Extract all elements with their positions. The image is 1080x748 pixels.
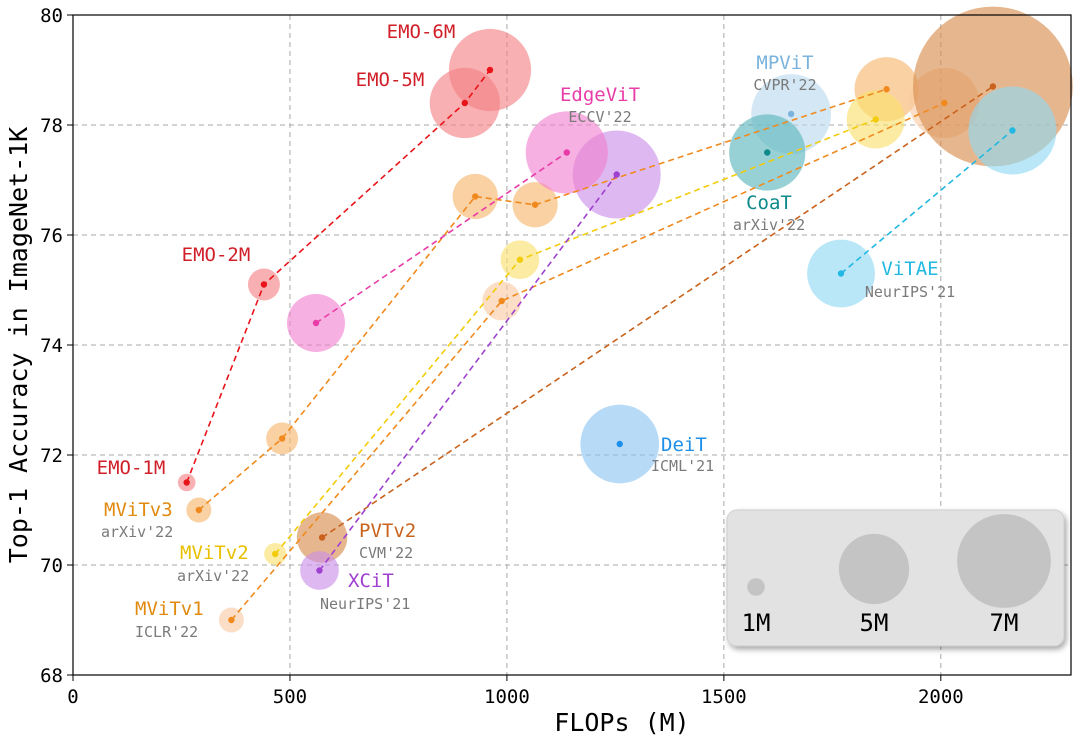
vitae-point [837, 270, 845, 277]
mpvit-name-label: MPViT [756, 52, 813, 74]
xcit-venue-label: NeurIPS'21 [320, 595, 410, 613]
mvitv1-point [498, 297, 505, 305]
y-tick-label: 70 [40, 555, 63, 577]
x-tick-label: 1000 [484, 686, 530, 708]
vitae-point [1009, 127, 1016, 134]
series-labels: EMO-6M EMO-5M EMO-2M EMO-1M EdgeViT ECCV'22 MP… [97, 21, 955, 641]
legend-bubble [747, 578, 765, 596]
emo-point [183, 479, 190, 486]
mvitv1-point [941, 99, 948, 107]
center-dots [183, 66, 1016, 624]
pvtv2-point [989, 83, 997, 90]
y-axis-title: Top-1 Accuracy in ImageNet-1K [4, 127, 33, 564]
emo-name-label: EMO-2M [182, 244, 251, 266]
mvitv2-point [272, 550, 279, 558]
edgevit-point [312, 319, 320, 327]
emo-name-label: EMO-5M [356, 69, 425, 91]
x-tick-label: 0 [67, 686, 78, 708]
y-tick-label: 68 [40, 665, 63, 687]
vitae-name-label: ViTAE [881, 258, 938, 280]
deit-venue-label: ICML'21 [651, 457, 714, 475]
legend-bubble [838, 533, 910, 605]
mvitv3-point [531, 201, 539, 208]
mvitv3-point [195, 506, 203, 514]
legend-bubble [957, 514, 1051, 608]
mvitv3-venue-label: arXiv'22 [101, 523, 173, 541]
mvitv3-point [278, 435, 286, 442]
xcit-point [316, 567, 323, 574]
deit-name-label: DeiT [661, 434, 707, 456]
mvitv3-name-label: MViTv3 [104, 499, 173, 521]
legend-size-label: 1M [742, 609, 771, 637]
mvitv1-point [228, 616, 235, 624]
mvitv2-venue-label: arXiv'22 [177, 567, 249, 585]
x-tick-label: 1500 [701, 686, 747, 708]
xcit-name-label: XCiT [348, 570, 394, 592]
mvitv1-name-label: MViTv1 [135, 598, 204, 620]
y-tick-label: 74 [40, 335, 63, 357]
mvitv3-line [198, 88, 887, 511]
edgevit-point [563, 149, 570, 156]
vitae-line [840, 129, 1013, 275]
emo-point [260, 281, 268, 288]
mvitv2-point [872, 116, 879, 123]
axis-ticks: 0 500 1000 1500 2000 68 70 72 74 76 78 80 [40, 5, 964, 708]
emo-line [185, 69, 491, 483]
mpvit-point [787, 110, 795, 118]
mvitv2-name-label: MViTv2 [180, 542, 249, 564]
x-tick-label: 2000 [918, 686, 964, 708]
legend-size-label: 5M [860, 609, 889, 637]
emo-name-label: EMO-1M [97, 457, 166, 479]
pvtv2-point [318, 534, 326, 541]
mvitv2-point [516, 256, 524, 263]
mvitv1-venue-label: ICLR'22 [135, 623, 198, 641]
y-tick-label: 72 [40, 445, 63, 467]
emo-point [486, 66, 494, 74]
mvitv3-point [472, 193, 479, 200]
xcit-line [318, 174, 618, 571]
deit-point [616, 440, 623, 448]
y-tick-label: 80 [40, 5, 63, 27]
y-tick-label: 78 [40, 115, 63, 137]
size-legend: 1M 5M 7M [726, 509, 1065, 647]
edgevit-name-label: EdgeViT [560, 84, 640, 106]
edgevit-venue-label: ECCV'22 [568, 108, 631, 126]
pvtv2-line [321, 85, 994, 539]
mpvit-venue-label: CVPR'22 [753, 76, 816, 94]
emo-name-label: EMO-6M [387, 21, 456, 43]
y-tick-label: 76 [40, 225, 63, 247]
x-axis-title: FLOPs (M) [554, 708, 689, 737]
mvitv3-point [883, 86, 890, 93]
connector-lines [185, 69, 1013, 621]
coat-point [764, 149, 771, 156]
xcit-point [613, 171, 620, 178]
emo-point [461, 99, 469, 107]
coat-name-label: CoaT [746, 192, 792, 214]
coat-venue-label: arXiv'22 [733, 216, 805, 234]
vitae-venue-label: NeurIPS'21 [865, 283, 955, 301]
edgevit-line [315, 151, 568, 324]
x-tick-label: 500 [273, 686, 307, 708]
legend-size-label: 7M [990, 609, 1019, 637]
pvtv2-venue-label: CVM'22 [359, 544, 413, 562]
pvtv2-name-label: PVTv2 [359, 520, 416, 542]
mvitv1-line [230, 102, 945, 621]
